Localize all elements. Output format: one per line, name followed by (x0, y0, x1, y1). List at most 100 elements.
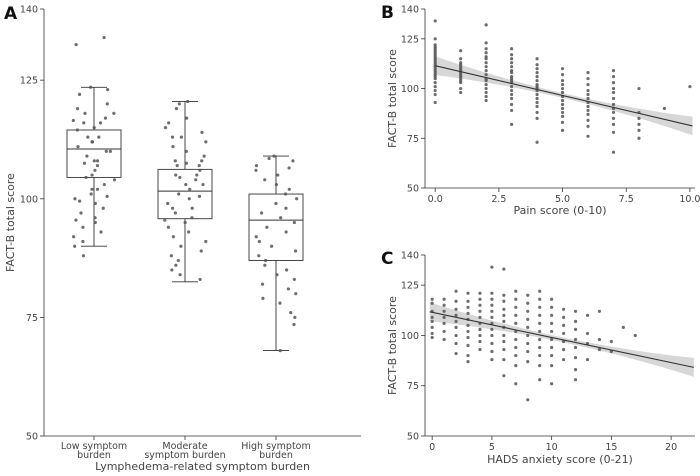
data-point (184, 149, 188, 153)
data-point (573, 309, 578, 313)
data-point (459, 57, 463, 61)
data-point (538, 353, 542, 358)
data-point (204, 239, 208, 244)
data-point (514, 345, 518, 350)
data-point (454, 307, 458, 311)
data-point (166, 201, 170, 206)
data-point (538, 378, 542, 382)
data-point (442, 297, 446, 301)
data-point (586, 77, 590, 81)
x-category-label: burden (259, 450, 293, 461)
data-point (526, 341, 530, 346)
data-point (560, 110, 565, 115)
data-point (177, 102, 181, 106)
data-point (526, 333, 530, 338)
data-point (514, 297, 518, 301)
data-point (201, 182, 205, 187)
data-point (433, 19, 437, 23)
data-point (490, 349, 494, 354)
y-axis-title: FACT-B total score (386, 49, 399, 148)
data-point (433, 37, 437, 41)
data-point (265, 225, 269, 229)
x-category-label: symptom burden (144, 450, 225, 461)
data-point (611, 150, 616, 154)
data-point (484, 61, 488, 65)
data-point (71, 118, 75, 123)
data-point (535, 57, 539, 61)
data-point (586, 82, 590, 87)
data-point (478, 297, 482, 301)
data-point (633, 333, 637, 338)
data-point (167, 121, 171, 125)
y-tick-label: 140 (20, 5, 38, 16)
data-point (561, 323, 566, 327)
data-point (75, 128, 79, 132)
data-point (510, 92, 514, 97)
data-point (478, 291, 482, 295)
data-point (502, 339, 506, 344)
data-point (179, 244, 183, 248)
data-point (185, 116, 189, 120)
data-point (90, 140, 95, 144)
data-point (171, 144, 175, 149)
data-point (526, 349, 530, 354)
data-point (198, 277, 202, 282)
data-point (484, 82, 488, 87)
data-point (178, 175, 182, 180)
data-point (535, 63, 539, 67)
data-point (105, 102, 109, 106)
data-point (274, 201, 278, 206)
data-point (104, 149, 108, 153)
data-point (573, 319, 578, 323)
data-point (95, 159, 100, 163)
data-point (72, 235, 76, 239)
data-point (573, 345, 578, 350)
x-axis-title: HADS anxiety score (0-21) (487, 453, 633, 466)
data-point (478, 327, 482, 332)
data-point (510, 88, 514, 93)
data-point (433, 80, 437, 85)
regression-line (435, 65, 693, 127)
y-tick-label: 75 (407, 381, 419, 392)
data-point (254, 163, 259, 168)
data-point (433, 92, 437, 97)
data-point (176, 258, 180, 263)
data-point (173, 159, 177, 163)
data-point (466, 353, 470, 358)
data-point (430, 319, 434, 323)
data-point (535, 75, 539, 79)
panel-letter-b: B (381, 3, 394, 23)
x-tick-label: 10 (546, 442, 558, 453)
data-point (166, 225, 170, 229)
data-point (560, 128, 565, 132)
data-point (276, 173, 280, 177)
data-point (95, 187, 100, 191)
data-point (550, 305, 554, 309)
data-point (550, 382, 554, 386)
data-point (260, 282, 265, 286)
data-point (259, 211, 264, 215)
data-point (535, 140, 539, 144)
data-point (611, 122, 616, 126)
data-point (484, 73, 488, 77)
data-point (484, 57, 488, 61)
x-tick-label: 15 (605, 442, 617, 453)
y-tick-label: 125 (20, 76, 38, 87)
data-point (204, 140, 208, 144)
data-point (76, 144, 80, 149)
data-point (102, 35, 106, 40)
data-point (292, 277, 296, 282)
data-point (561, 331, 566, 336)
data-point (502, 313, 506, 317)
data-point (84, 175, 88, 180)
data-point (89, 85, 93, 89)
data-point (179, 135, 184, 139)
data-point (688, 84, 692, 89)
data-point (278, 349, 282, 353)
data-point (510, 53, 514, 57)
data-point (526, 293, 530, 297)
data-point (478, 333, 482, 338)
data-point (535, 96, 539, 101)
data-point (586, 92, 590, 97)
y-tick-label: 50 (26, 432, 38, 443)
